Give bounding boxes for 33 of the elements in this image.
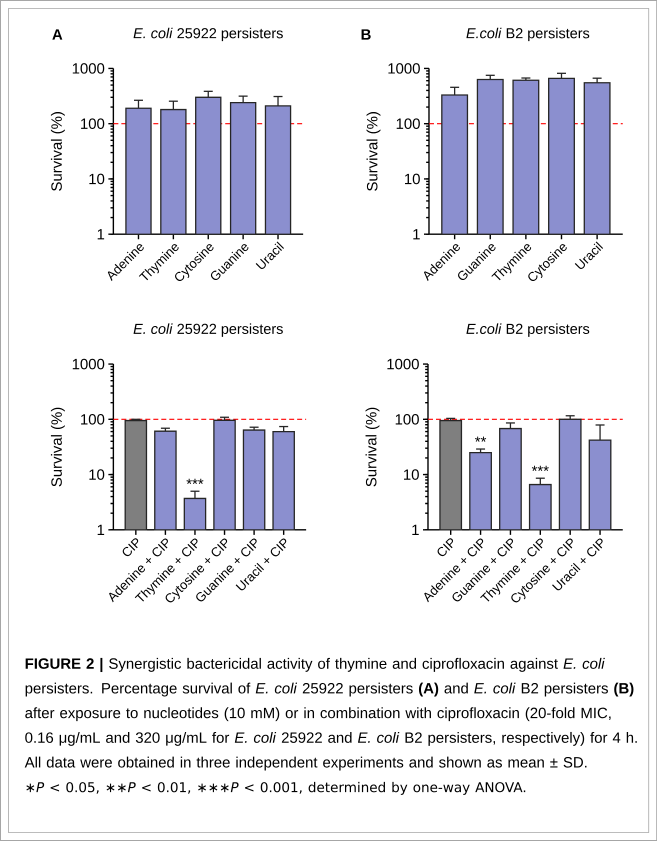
x-tick-label: CIP [122,538,138,556]
x-tick-label: CIP [437,538,453,556]
y-tick-label: 100 [396,118,420,129]
y-tick-label: 1000 [388,63,420,74]
chart-title: E. coli 25922 persisters [133,323,283,337]
y-tick-label: 10 [89,174,104,184]
y-tick-label: 1 [98,229,104,240]
y-tick-label: 1 [412,524,419,535]
text: A [52,29,62,40]
y-tick-label: 1 [98,524,104,535]
y-tick-label: 1000 [72,63,104,74]
annotation: ** [474,436,486,442]
text: FIGURE 2 | Synergistic bactericidal activity of thymine and ciprofloxacin against E. coli persisters. Percentage survival of E. coli 25922 persisters (A) and E. coli B2 persisters (B) after exposure to nucleotides (10 mM) or in combination with ciprofloxacin (20-fold MIC, 0.16 μg/mL and 320 μg/mL for E. coli 25922 and E. coli B2 persisters, respectively) for 4 h. All data were obtained in three independent experiments and shown as mean ± SD. [24,658,637,771]
text: B [361,29,371,40]
y-tick-label: 1000 [387,358,419,370]
y-tick-label: 100 [80,414,104,425]
y-axis-title: Survival (%) [365,408,380,487]
y-tick-label: 10 [404,174,420,184]
chart-title: E. coli 25922 persisters [133,28,283,42]
y-tick-label: 1000 [72,358,104,370]
y-tick-label: 100 [80,118,104,129]
y-axis-title: Survival (%) [366,112,380,191]
annotation: *** [186,478,204,484]
chart-title: E.coli B2 persisters [466,323,590,337]
y-axis-title: Survival (%) [50,408,65,487]
annotation: *** [532,466,549,471]
y-axis-title: Survival (%) [50,112,65,191]
y-tick-label: 1 [413,229,420,240]
y-tick-label: 100 [396,414,419,425]
y-tick-label: 10 [404,469,419,480]
text: ∗P < 0.05, ∗∗P < 0.01, ∗∗∗P < 0.001, determined by one-way ANOVA. [26,782,526,795]
y-tick-label: 10 [89,469,104,480]
chart-title: E.coli B2 persisters [466,28,590,42]
